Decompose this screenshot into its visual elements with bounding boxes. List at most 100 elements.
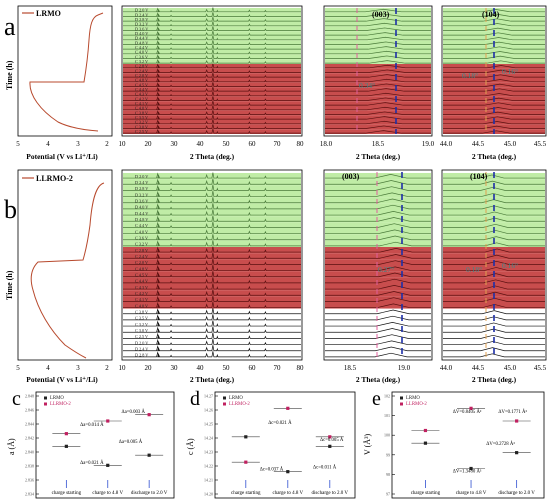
data-point: [147, 413, 151, 417]
xrd-trace: [123, 289, 301, 296]
trace-band: [325, 228, 431, 235]
y-tick-label: 2.836: [25, 478, 34, 483]
panel-b-voltage: LLRMO-2 Time (h) 5 4 3 2 Potential (V vs…: [5, 169, 113, 384]
trace-band: [325, 191, 431, 198]
xrd-trace: [443, 254, 545, 259]
shift-annotation-left: 0.18°: [466, 265, 482, 274]
x-tick-label: 50: [223, 364, 231, 372]
legend-label: LLRMO-2: [229, 402, 250, 407]
xrd-trace: [443, 13, 545, 17]
xrd-trace: [443, 51, 545, 55]
xrd-trace: [325, 254, 431, 259]
trace-label: D 3.6 V: [135, 198, 148, 203]
trace-label: C 4.0 V: [135, 106, 148, 111]
legend-label: LLRMO-2: [50, 402, 71, 407]
y-tick-label: 14.22: [204, 464, 213, 469]
ylabel: V (Å³): [363, 434, 372, 455]
trace-label: C 4.4 V: [135, 279, 148, 284]
xrd-trace: [325, 180, 431, 185]
trace-label: C 4.4 V: [135, 87, 148, 92]
trace-band: [443, 265, 545, 272]
xrd-trace: [123, 271, 301, 278]
xrd-trace: [123, 264, 301, 271]
trace-label: C 4.0 V: [135, 303, 148, 308]
xrd-trace: [325, 130, 431, 134]
shift-annotation: 0.34°: [359, 81, 375, 90]
xrd-trace: [443, 334, 545, 339]
trace-label: D 4.4 V: [135, 211, 148, 216]
data-point: [64, 432, 68, 436]
xrd-trace: [325, 204, 431, 210]
trace-label: C 2.0 V: [135, 260, 148, 265]
xlabel: 2 Theta (deg.): [356, 375, 401, 384]
panel-b-xrd-104: (104) 0.18° 0.16° 44.0 44.5 45.0 45.5 2 …: [440, 169, 547, 384]
x-tick-label: 40: [197, 140, 205, 148]
xrd-trace: [443, 9, 545, 13]
legend-label: LRMO: [229, 396, 243, 401]
xrd-trace: [325, 88, 431, 92]
xlabel: 2 Theta (deg.): [190, 152, 235, 161]
peak-label: (104): [482, 10, 500, 19]
x-tick-label: 30: [171, 364, 179, 372]
xrd-trace: [123, 203, 301, 210]
legend-label: LRMO: [50, 396, 64, 401]
x-tick-label: 44.0: [440, 140, 453, 148]
y-tick-label: 14.25: [204, 422, 213, 427]
x-tick-labels: 10 20 30 40 50 60 70 80: [119, 140, 305, 148]
x-tick-label: 2: [105, 140, 109, 148]
xrd-trace: [123, 246, 301, 253]
x-tick-label: 3: [76, 364, 80, 372]
xrd-trace: [123, 209, 301, 216]
panel-c: a (Å) 2.848 2.846 2.844 2.842 2.840 2.838 2.836…: [7, 391, 175, 499]
delta-annotation: ΔV=0.2728 Å³: [486, 441, 515, 447]
x-tick-label: 60: [249, 364, 257, 372]
x-tick-labels: 5 4 3 2: [16, 140, 109, 148]
trace-band: [325, 351, 431, 358]
xrd-trace: [443, 102, 545, 106]
xrd-trace: [325, 64, 431, 69]
xrd-trace: [123, 105, 301, 111]
xrd-trace: [443, 248, 545, 253]
axes-frame: [441, 5, 547, 137]
xrd-trace: [123, 215, 301, 222]
trace-label: D 4.0 V: [135, 31, 148, 36]
xrd-trace: [123, 21, 301, 27]
x-tick-label: 18.0: [320, 140, 333, 148]
delta-annotation: ΔV=1.3480 Å³: [453, 469, 482, 475]
trace-label: C 3.6 V: [135, 235, 148, 240]
trace-band: [325, 327, 431, 334]
x-tick-label: 45.5: [534, 364, 547, 372]
x-tick-label: 44.0: [440, 364, 453, 372]
xrd-trace: [123, 320, 301, 327]
xrd-trace: [443, 341, 545, 345]
trace-band: [443, 222, 545, 229]
axes-frame: [214, 391, 356, 499]
xrd-trace: [123, 124, 301, 129]
trace-label: C 4.3 V: [135, 285, 148, 290]
xrd-trace: [123, 184, 301, 191]
ylabel: Time (h): [5, 60, 14, 90]
data-point: [244, 435, 248, 439]
xrd-trace: [325, 106, 431, 111]
trace-band: [325, 222, 431, 229]
trace-band: [443, 351, 545, 358]
xrd-trace: [443, 121, 545, 125]
xrd-trace: [123, 234, 301, 241]
x-tick-label: 44.5: [472, 140, 485, 148]
xrd-trace: [325, 334, 431, 339]
trace-band: [325, 197, 431, 204]
x-tick-labels: 44.0 44.5 45.0 45.5: [440, 140, 547, 148]
ylabel: Time (h): [5, 270, 14, 300]
trace-stack: [443, 8, 545, 134]
xrd-trace: [123, 190, 301, 197]
category-label: charge to 4.8 V: [272, 491, 303, 496]
shift-annotation-left: 0.18°: [462, 71, 478, 80]
trace-band: [325, 203, 431, 210]
xrd-trace: [325, 22, 431, 27]
xrd-trace: [325, 309, 431, 315]
x-tick-labels: 10 20 30 40 50 60 70 80: [119, 364, 305, 372]
xrd-trace: [325, 50, 431, 55]
xrd-trace: [123, 351, 301, 358]
xrd-trace: [443, 347, 545, 352]
